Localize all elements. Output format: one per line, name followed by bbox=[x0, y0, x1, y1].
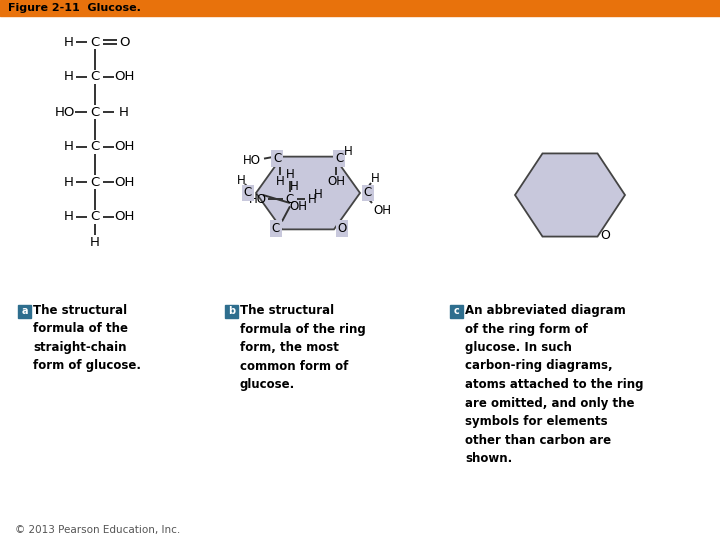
Text: H: H bbox=[64, 140, 74, 153]
Text: H: H bbox=[90, 235, 100, 248]
Text: O: O bbox=[120, 36, 130, 49]
Text: HO: HO bbox=[243, 154, 261, 167]
Text: OH: OH bbox=[114, 140, 134, 153]
Bar bbox=[450, 305, 463, 318]
Text: H: H bbox=[119, 105, 129, 118]
Text: C: C bbox=[364, 186, 372, 199]
Text: b: b bbox=[228, 307, 235, 316]
Text: H: H bbox=[371, 172, 379, 186]
Text: OH: OH bbox=[114, 211, 134, 224]
Text: The structural
formula of the
straight-chain
form of glucose.: The structural formula of the straight-c… bbox=[33, 304, 141, 373]
Text: C: C bbox=[91, 71, 99, 84]
Text: H: H bbox=[64, 211, 74, 224]
Bar bbox=[0, 0, 720, 16]
Text: C: C bbox=[273, 152, 281, 165]
Text: HO: HO bbox=[249, 193, 267, 206]
Text: H: H bbox=[64, 71, 74, 84]
Text: C: C bbox=[286, 193, 294, 206]
Text: OH: OH bbox=[327, 175, 345, 188]
Text: H: H bbox=[289, 180, 298, 193]
Text: The structural
formula of the ring
form, the most
common form of
glucose.: The structural formula of the ring form,… bbox=[240, 304, 366, 391]
Text: OH: OH bbox=[114, 176, 134, 188]
Text: O: O bbox=[338, 222, 346, 235]
Text: OH: OH bbox=[289, 200, 307, 213]
Text: H: H bbox=[64, 176, 74, 188]
Text: C: C bbox=[244, 186, 252, 199]
Text: C: C bbox=[272, 222, 280, 235]
Text: C: C bbox=[91, 36, 99, 49]
Polygon shape bbox=[256, 157, 360, 230]
Text: H: H bbox=[276, 175, 284, 188]
Text: C: C bbox=[335, 152, 343, 165]
Text: An abbreviated diagram
of the ring form of
glucose. In such
carbon-ring diagrams: An abbreviated diagram of the ring form … bbox=[465, 304, 644, 465]
Text: a: a bbox=[22, 307, 28, 316]
Text: Figure 2-11  Glucose.: Figure 2-11 Glucose. bbox=[8, 3, 141, 13]
Text: H: H bbox=[307, 193, 316, 206]
Text: C: C bbox=[91, 211, 99, 224]
Text: C: C bbox=[91, 140, 99, 153]
Text: c: c bbox=[454, 307, 459, 316]
Text: O: O bbox=[600, 229, 611, 242]
Text: HO: HO bbox=[55, 105, 75, 118]
Bar bbox=[18, 305, 31, 318]
Text: © 2013 Pearson Education, Inc.: © 2013 Pearson Education, Inc. bbox=[15, 525, 180, 535]
Bar bbox=[225, 305, 238, 318]
Text: H: H bbox=[314, 188, 323, 201]
Polygon shape bbox=[515, 153, 625, 237]
Text: C: C bbox=[91, 176, 99, 188]
Text: H: H bbox=[237, 173, 246, 186]
Text: OH: OH bbox=[114, 71, 134, 84]
Text: OH: OH bbox=[373, 204, 391, 217]
Text: C: C bbox=[91, 105, 99, 118]
Text: H: H bbox=[343, 145, 352, 158]
Text: H: H bbox=[64, 36, 74, 49]
Text: H: H bbox=[286, 168, 294, 181]
